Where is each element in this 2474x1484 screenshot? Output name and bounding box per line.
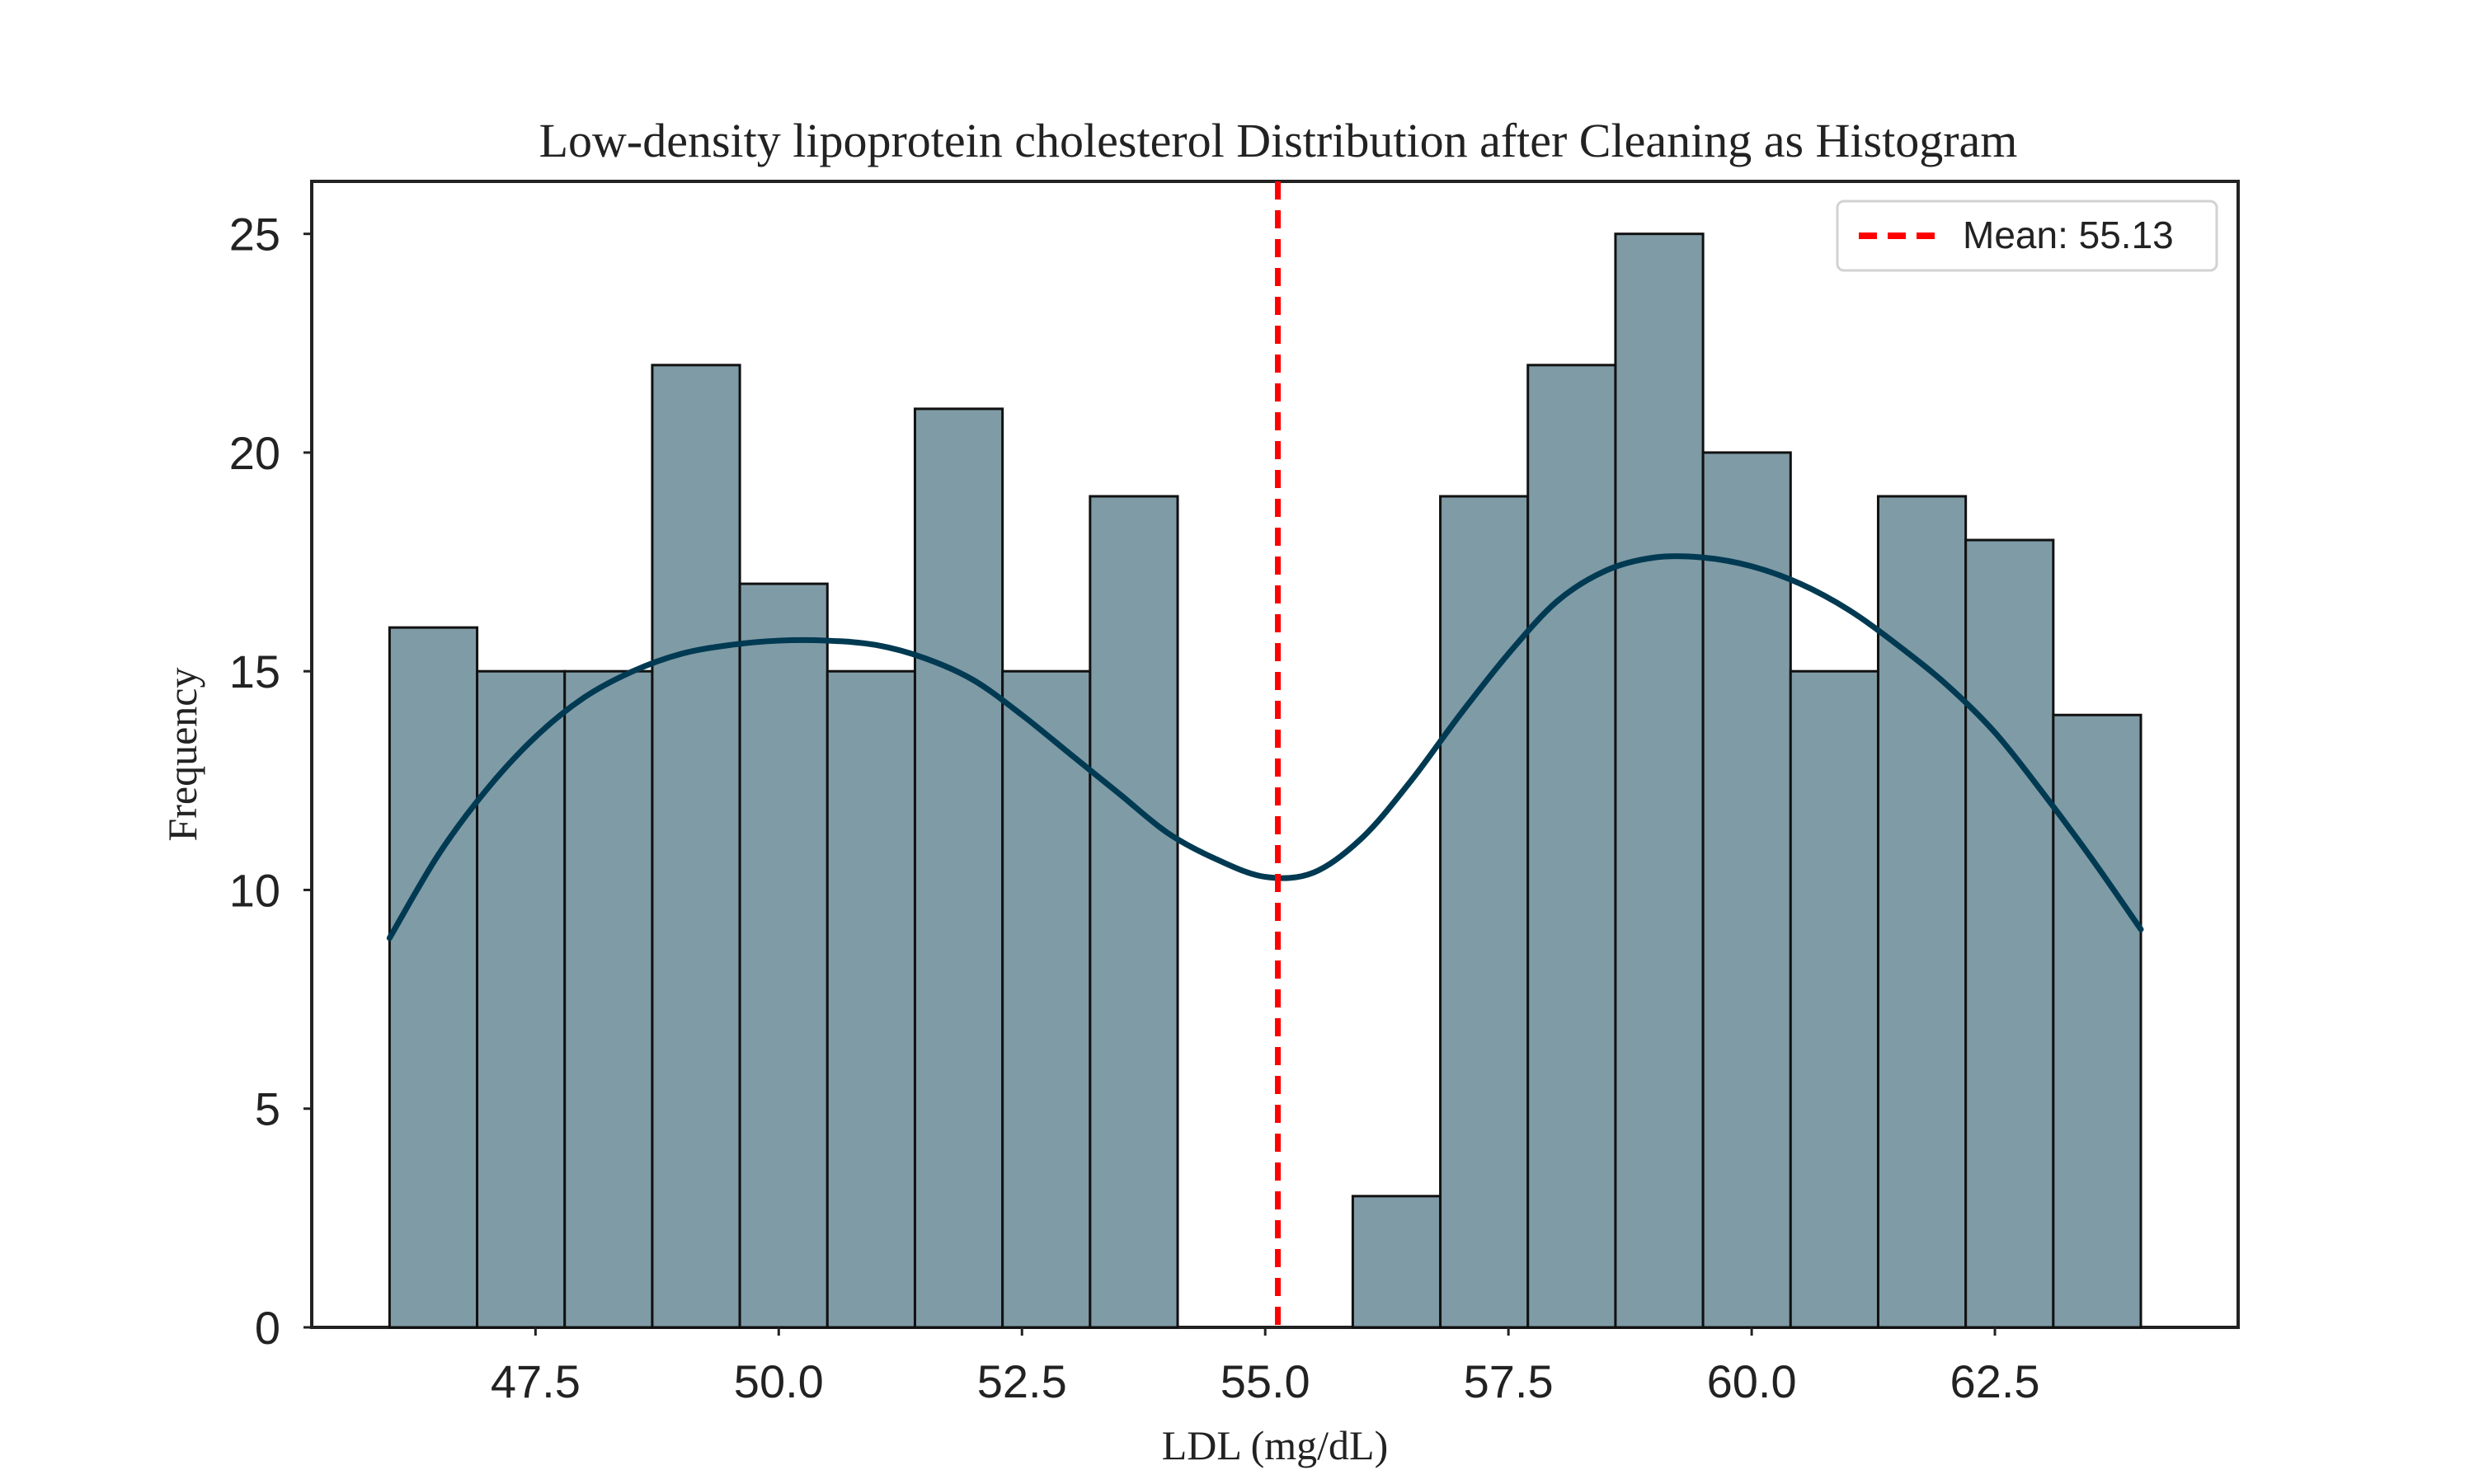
histogram-bar bbox=[563, 669, 654, 1329]
y-tick-label: 10 bbox=[229, 864, 280, 916]
y-axis-ticks: 0 5 10 15 20 25 bbox=[229, 209, 312, 1354]
y-tick-label: 0 bbox=[255, 1302, 280, 1354]
legend-mean-label: Mean: 55.13 bbox=[1963, 214, 2174, 256]
histogram-bar bbox=[1614, 232, 1705, 1329]
x-tick-label: 62.5 bbox=[1950, 1355, 2040, 1407]
histogram-bar bbox=[388, 626, 479, 1329]
histogram-bar bbox=[1789, 669, 1879, 1329]
histogram-bar bbox=[2052, 713, 2142, 1329]
y-tick-label: 15 bbox=[229, 646, 280, 697]
y-tick-label: 20 bbox=[229, 427, 280, 479]
x-tick-label: 55.0 bbox=[1221, 1355, 1310, 1407]
x-tick-label: 60.0 bbox=[1707, 1355, 1797, 1407]
histogram-bar bbox=[1089, 495, 1179, 1329]
bars-layer bbox=[388, 232, 2142, 1329]
histogram-bar bbox=[738, 582, 829, 1329]
y-tick-label: 25 bbox=[229, 209, 280, 261]
histogram-bar bbox=[1964, 538, 2055, 1329]
histogram-bar bbox=[1351, 1195, 1442, 1329]
histogram-bar bbox=[825, 669, 916, 1329]
histogram-bar bbox=[476, 669, 567, 1329]
histogram-bar bbox=[1526, 364, 1617, 1329]
legend-box bbox=[1836, 200, 2218, 272]
x-tick-label: 50.0 bbox=[734, 1355, 824, 1407]
x-tick-label: 57.5 bbox=[1464, 1355, 1554, 1407]
histogram-bar bbox=[1001, 669, 1092, 1329]
y-axis-label: Frequency bbox=[159, 667, 205, 841]
legend: Mean: 55.13 bbox=[1836, 200, 2218, 272]
y-tick-label: 5 bbox=[255, 1083, 280, 1135]
histogram-bar bbox=[651, 364, 741, 1329]
histogram-bar bbox=[913, 407, 1004, 1329]
x-axis-ticks: 47.5 50.0 52.5 55.0 57.5 60.0 62.5 bbox=[491, 1327, 2040, 1407]
histogram-bar bbox=[1439, 495, 1530, 1329]
histogram-bar bbox=[1876, 495, 1968, 1329]
x-tick-label: 47.5 bbox=[491, 1355, 581, 1407]
histogram-bar bbox=[1701, 451, 1792, 1329]
x-axis-label: LDL (mg/dL) bbox=[1162, 1422, 1388, 1468]
x-tick-label: 52.5 bbox=[977, 1355, 1067, 1407]
chart-title: Low-density lipoprotein cholesterol Dist… bbox=[539, 114, 2018, 167]
